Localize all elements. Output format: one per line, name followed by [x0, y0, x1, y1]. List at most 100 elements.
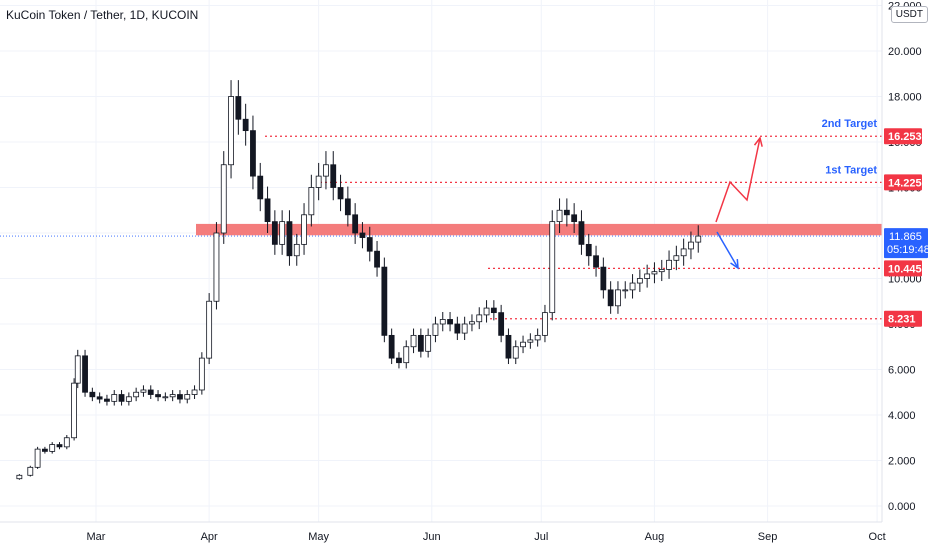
- y-tick-label: 4.000: [888, 410, 916, 422]
- candle-body: [242, 118, 249, 132]
- candle-body: [476, 314, 483, 323]
- candle-body: [125, 396, 132, 402]
- level-price-tag: [884, 174, 922, 191]
- candle-body: [374, 250, 380, 268]
- candle-body: [534, 334, 541, 341]
- candle-body: [264, 198, 271, 223]
- candle-body: [644, 273, 651, 279]
- bullish-arrow-head: [753, 136, 763, 147]
- current-price-label: 11.865: [889, 231, 922, 243]
- candle-body: [556, 209, 563, 223]
- candle-body: [527, 339, 534, 343]
- candle-body: [147, 389, 154, 395]
- candle-body: [498, 312, 505, 336]
- chart-title: KuCoin Token / Tether, 1D, KUCOIN: [6, 8, 199, 22]
- candle-body: [301, 214, 307, 245]
- level-annotation: 2nd Target: [822, 118, 878, 130]
- candle-body: [636, 278, 643, 284]
- candle-body: [162, 396, 169, 399]
- candle-body: [96, 396, 103, 400]
- candle-body: [542, 312, 548, 336]
- candle-body: [198, 357, 205, 391]
- candle-body: [56, 444, 63, 448]
- candle-body: [571, 214, 578, 223]
- candle-body: [352, 214, 359, 234]
- candle-body: [315, 175, 322, 188]
- candle-body: [695, 235, 702, 243]
- x-tick-label: Sep: [758, 531, 778, 543]
- x-axis-ticks: Mar Apr May Jun Jul Aug Sep Oct: [87, 531, 886, 543]
- candle-body: [63, 437, 70, 448]
- candle-body: [235, 96, 242, 120]
- candle-body: [71, 382, 77, 439]
- candle-body: [432, 323, 439, 336]
- candle-body: [155, 394, 161, 398]
- candle-body: [461, 323, 468, 334]
- candle-body: [27, 466, 34, 476]
- candle-body: [505, 334, 512, 359]
- candle-body: [140, 389, 147, 393]
- x-tick-label: Jun: [423, 531, 441, 543]
- candle-body: [578, 221, 585, 245]
- candle-body: [82, 355, 88, 393]
- candle-body: [213, 232, 220, 302]
- level-price-label: 14.225: [888, 177, 922, 189]
- candle-body: [286, 221, 293, 257]
- currency-button[interactable]: USDT: [890, 6, 928, 23]
- candle-body: [563, 209, 570, 216]
- candle-body: [410, 334, 417, 348]
- candle-body: [184, 394, 191, 400]
- candle-body: [629, 282, 636, 291]
- level-price-tag: [884, 260, 922, 277]
- candle-body: [680, 248, 687, 257]
- candle-body: [658, 268, 665, 273]
- candle-body: [615, 289, 621, 307]
- candle-body: [520, 341, 526, 348]
- candle-body: [89, 391, 96, 398]
- candle-body: [49, 444, 56, 452]
- y-tick-label: 6.000: [888, 365, 916, 377]
- level-price-tag: [884, 310, 922, 327]
- candle-body: [688, 241, 694, 250]
- candle-body: [483, 307, 490, 316]
- bearish-arrow: [716, 231, 739, 269]
- candle-body: [585, 243, 592, 257]
- y-tick-label: 20.000: [888, 46, 922, 58]
- candle-body: [42, 448, 48, 452]
- candle-body: [337, 187, 344, 200]
- candle-body: [16, 474, 23, 480]
- candle-body: [191, 389, 198, 395]
- candle-body: [622, 289, 629, 292]
- candle-body: [388, 334, 395, 359]
- candle-body: [250, 130, 256, 177]
- candle-body: [666, 259, 672, 270]
- candle-body: [323, 164, 329, 177]
- x-tick-label: Mar: [87, 531, 106, 543]
- candle-body: [169, 394, 176, 398]
- candle-body: [593, 255, 599, 268]
- candle-body: [118, 394, 125, 402]
- candle-body: [308, 187, 315, 216]
- candle-body: [74, 355, 81, 384]
- candle-body: [220, 164, 227, 234]
- candle-body: [490, 307, 497, 314]
- level-price-tag: [884, 128, 922, 145]
- candle-body: [447, 319, 453, 325]
- candle-body: [403, 346, 410, 364]
- candles-group: [16, 80, 702, 480]
- level-price-label: 16.253: [888, 131, 922, 143]
- candle-body: [177, 394, 183, 400]
- candle-body: [469, 321, 475, 325]
- level-price-label: 8.231: [888, 314, 916, 326]
- candle-body: [396, 357, 402, 364]
- candle-body: [279, 221, 286, 245]
- candle-body: [366, 237, 373, 252]
- chart-grid: [0, 0, 882, 522]
- candle-body: [673, 255, 680, 261]
- candle-body: [133, 391, 140, 398]
- resistance-zone: [196, 223, 882, 236]
- candle-body: [34, 448, 41, 468]
- candle-body: [271, 221, 278, 245]
- candle-body: [600, 266, 607, 291]
